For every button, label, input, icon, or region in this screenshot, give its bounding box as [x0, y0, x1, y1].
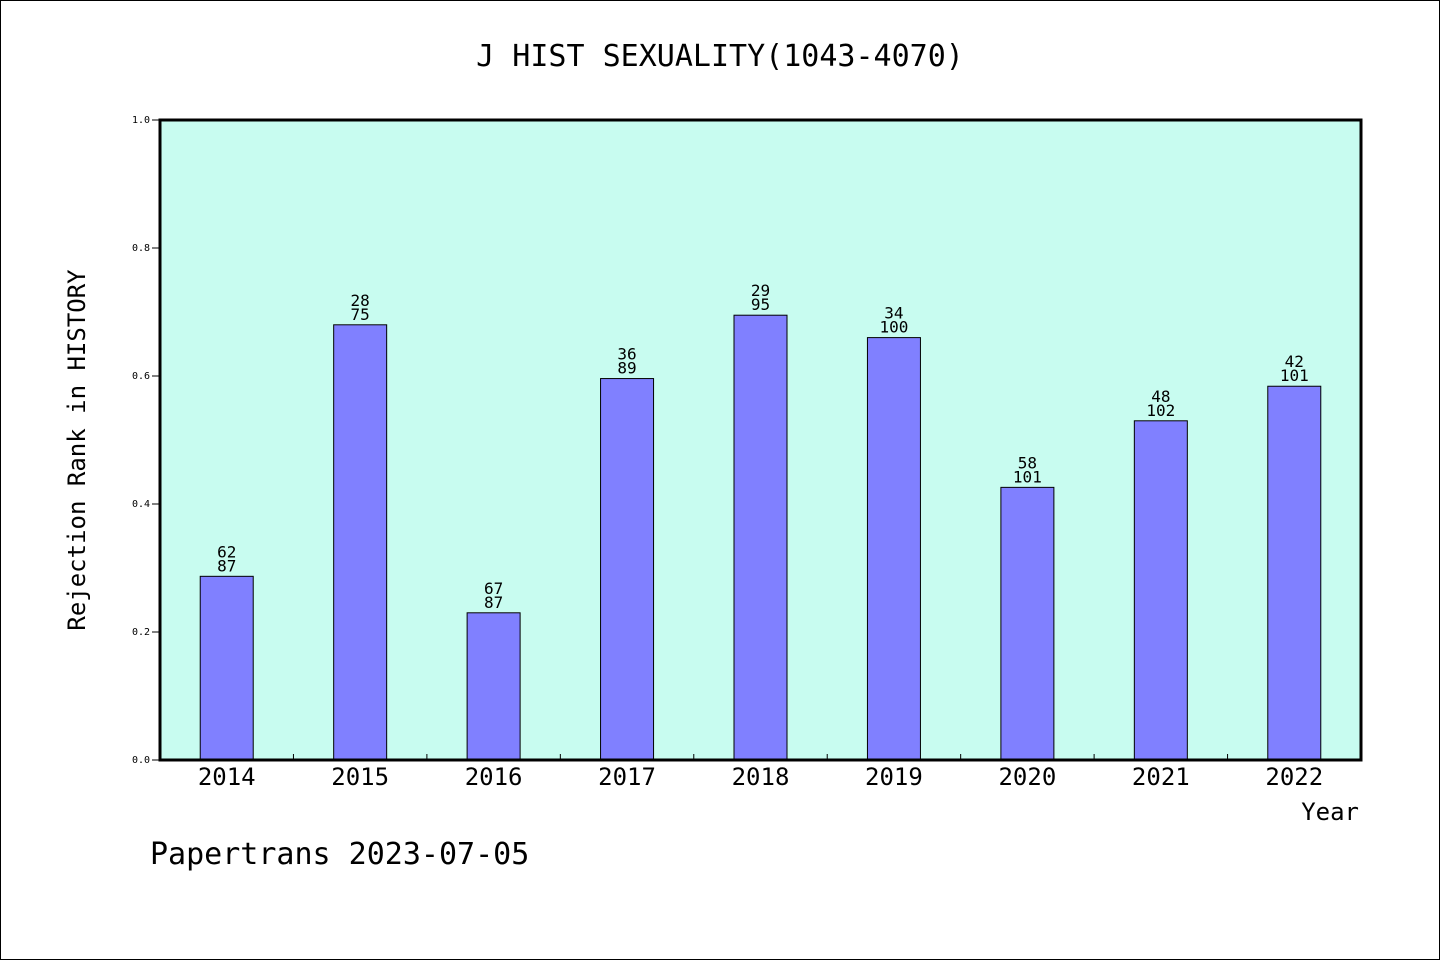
footer-watermark: Papertrans 2023-07-05	[150, 837, 529, 872]
bar-label-bottom-2019: 100	[879, 318, 908, 337]
x-axis-title: Year	[1301, 798, 1359, 826]
bar-label-top-2015: 28	[351, 291, 370, 310]
bar-label-top-2021: 48	[1151, 387, 1170, 406]
x-tick-label: 2022	[1265, 763, 1323, 791]
x-tick-label: 2020	[998, 763, 1056, 791]
bar-label-bottom-2022: 101	[1280, 366, 1309, 385]
x-tick-label: 2016	[465, 763, 523, 791]
bar-2018	[733, 314, 788, 761]
x-tick-label: 2021	[1132, 763, 1190, 791]
bar-label-top-2022: 42	[1285, 352, 1304, 371]
x-axis: 2014 2015 2016 2017 2018 2019 2020 2021 2022	[198, 754, 1323, 791]
bar-2020	[1000, 486, 1055, 761]
x-tick-label: 2018	[732, 763, 790, 791]
y-tick-label: 0.2	[132, 627, 150, 638]
y-axis-title: Rejection Rank in HISTORY	[63, 269, 91, 631]
bar-2021	[1133, 420, 1188, 761]
bar-label-top-2020: 58	[1018, 453, 1037, 472]
bar-2015	[333, 324, 388, 761]
y-axis: 0.0 0.2 0.4 0.6 0.8 1.0	[132, 115, 160, 766]
bar-label-bottom-2014: 87	[217, 556, 236, 575]
bar-label-top-2014: 62	[217, 542, 236, 561]
bar-label-top-2019: 34	[884, 304, 903, 323]
bar-label-top-2017: 36	[617, 345, 636, 364]
x-tick-label: 2014	[198, 763, 256, 791]
y-tick-label: 1.0	[132, 115, 150, 126]
bar-label-top-2016: 67	[484, 579, 503, 598]
bar-label-bottom-2015: 75	[351, 305, 370, 324]
bar-2014	[199, 575, 254, 761]
bar-label-top-2018: 29	[751, 281, 770, 300]
y-tick-label: 0.8	[132, 243, 150, 254]
bars-group	[199, 314, 1322, 761]
y-tick-label: 0.0	[132, 755, 150, 766]
bar-label-bottom-2018: 95	[751, 295, 770, 314]
bar-2017	[600, 378, 655, 761]
y-tick-label: 0.6	[132, 371, 150, 382]
y-tick-label: 0.4	[132, 499, 150, 510]
bar-label-bottom-2016: 87	[484, 593, 503, 612]
bar-label-bottom-2017: 89	[617, 359, 636, 378]
x-tick-label: 2015	[331, 763, 389, 791]
chart-title: J HIST SEXUALITY(1043-4070)	[476, 39, 964, 74]
bar-2019	[866, 337, 921, 761]
plot-border	[158, 118, 1363, 762]
bar-label-bottom-2020: 101	[1013, 467, 1042, 486]
bar-2016	[466, 612, 521, 761]
bar-2022	[1267, 385, 1322, 761]
x-tick-label: 2019	[865, 763, 923, 791]
bar-label-bottom-2021: 102	[1146, 401, 1175, 420]
x-tick-label: 2017	[598, 763, 656, 791]
